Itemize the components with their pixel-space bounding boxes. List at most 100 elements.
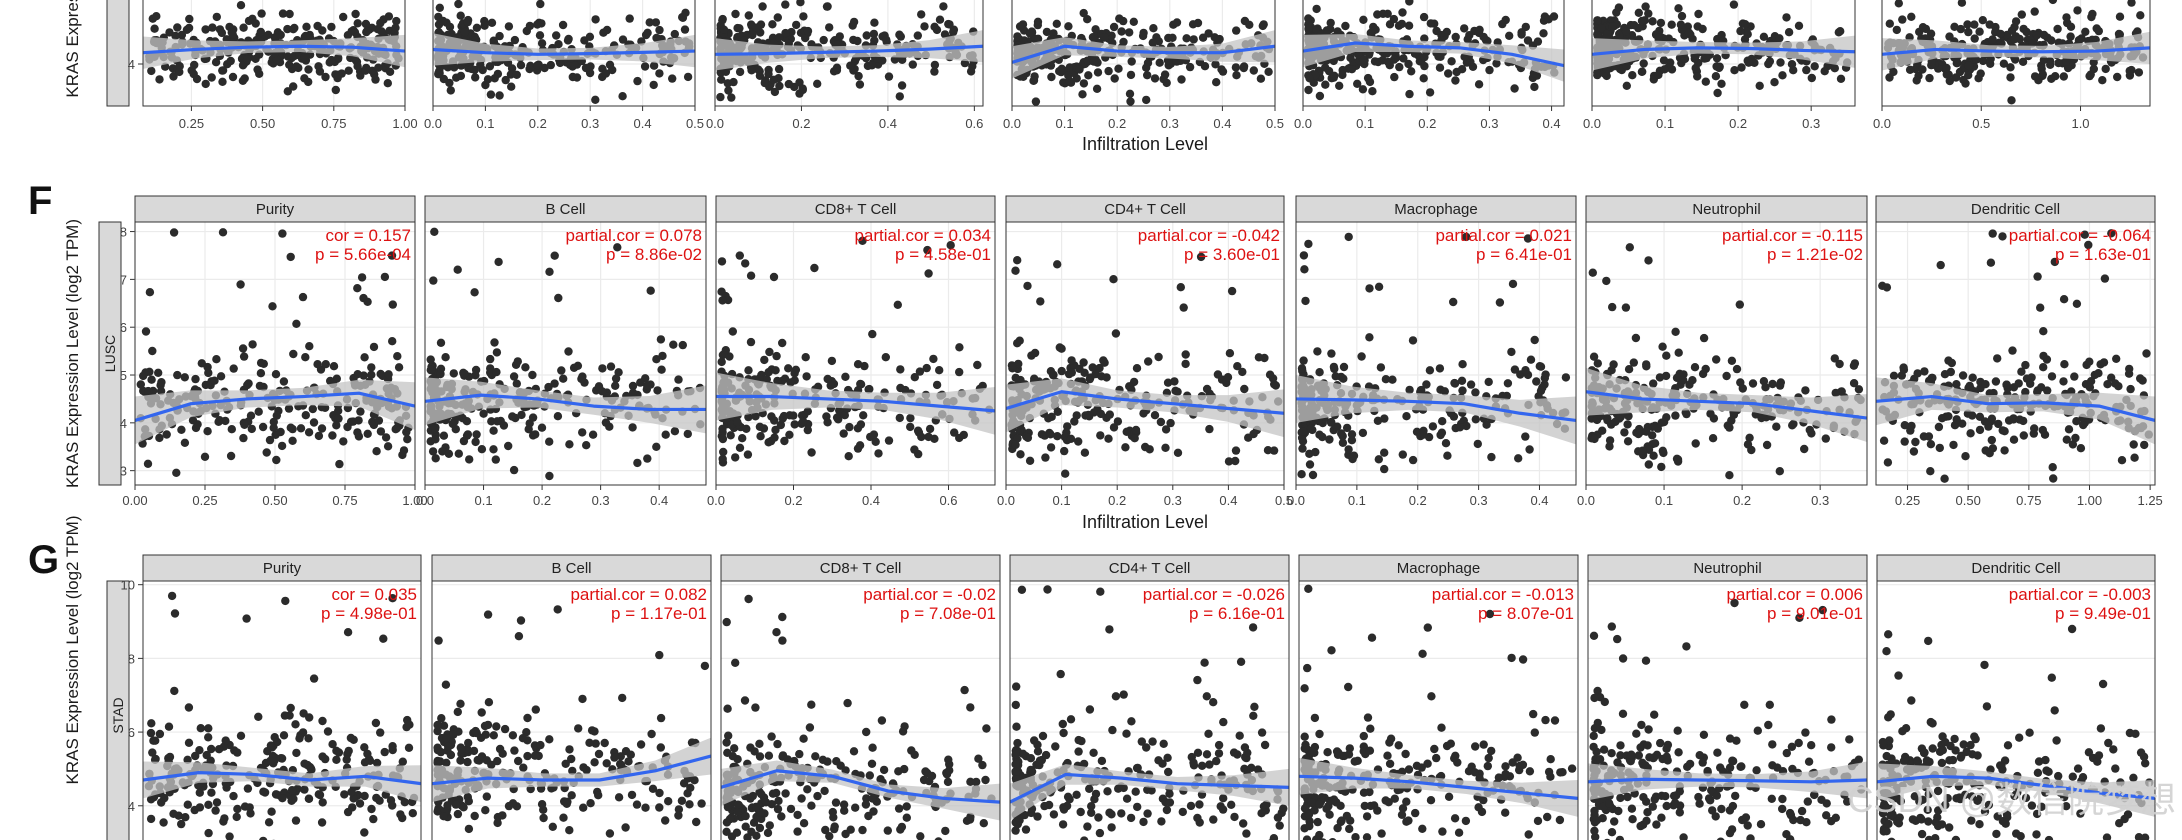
data-point <box>1420 52 1429 62</box>
data-point <box>195 788 204 797</box>
data-point <box>524 425 533 434</box>
data-point <box>917 432 926 442</box>
data-point <box>492 348 502 357</box>
data-point <box>1344 445 1353 454</box>
data-point <box>1676 20 1686 29</box>
facet-title: CD8+ T Cell <box>815 201 897 218</box>
data-point <box>925 424 935 434</box>
data-point <box>1637 16 1647 26</box>
data-point <box>367 363 376 372</box>
data-point <box>269 417 278 427</box>
data-point <box>2072 299 2082 308</box>
data-point <box>236 280 245 289</box>
correlation-label: partial.cor = -0.115 <box>1722 226 1863 245</box>
data-point <box>567 791 576 800</box>
y-tick-label: 4 <box>120 416 127 431</box>
data-point <box>221 736 230 745</box>
data-point <box>1561 373 1571 382</box>
data-point <box>1907 421 1916 431</box>
data-point <box>388 801 397 810</box>
data-point <box>180 373 189 382</box>
data-point <box>1961 452 1970 461</box>
data-point <box>935 366 944 375</box>
data-point <box>214 417 223 426</box>
data-point <box>1925 73 1934 83</box>
data-point <box>652 33 661 43</box>
x-tick-label: 0.3 <box>1161 116 1179 131</box>
data-point <box>1462 421 1471 431</box>
data-point <box>2033 272 2042 281</box>
data-point <box>1060 446 1069 456</box>
data-point <box>1702 53 1711 63</box>
facet-cd4-t-cell: 0.0 0.1 0.2 0.3 0.4 0.5 <box>1003 0 1284 131</box>
data-point <box>487 18 497 27</box>
data-point <box>683 72 693 82</box>
data-point <box>1111 329 1121 338</box>
data-point <box>1457 65 1467 74</box>
data-point <box>1075 364 1084 373</box>
data-point <box>348 417 358 426</box>
data-point <box>906 422 915 432</box>
data-point <box>1674 348 1683 357</box>
data-point <box>1405 89 1414 99</box>
data-point <box>564 347 573 356</box>
data-point <box>242 55 252 64</box>
data-point <box>741 259 750 268</box>
data-point <box>776 420 785 430</box>
data-point <box>1390 72 1399 82</box>
data-point <box>276 30 285 40</box>
x-tick-label: 0.0 <box>416 493 434 508</box>
data-point <box>973 360 982 370</box>
data-point <box>453 809 463 819</box>
data-point <box>2021 360 2030 370</box>
data-point <box>1789 66 1798 75</box>
data-point <box>1338 438 1348 447</box>
data-point <box>1142 95 1151 105</box>
data-point <box>323 727 333 736</box>
confidence-band <box>1586 367 1867 442</box>
data-point <box>1327 417 1336 427</box>
data-point <box>1182 34 1191 43</box>
data-point <box>1177 75 1186 84</box>
data-point <box>564 34 573 44</box>
data-point <box>207 744 216 754</box>
data-point <box>779 411 789 421</box>
data-point <box>614 793 624 802</box>
data-point <box>1313 347 1322 356</box>
data-point <box>442 734 451 743</box>
data-point <box>1440 387 1450 396</box>
data-point <box>170 686 179 696</box>
data-point <box>259 787 268 796</box>
data-point <box>286 252 295 262</box>
correlation-label: cor = 0.157 <box>325 226 411 245</box>
data-point <box>348 803 357 812</box>
data-point <box>1602 276 1611 286</box>
data-point <box>449 369 458 378</box>
data-point <box>1658 446 1668 455</box>
data-point <box>1297 433 1307 443</box>
x-tick-label: 0.1 <box>1656 116 1674 131</box>
confidence-band <box>143 34 405 69</box>
data-point <box>845 422 854 432</box>
data-point <box>169 72 178 81</box>
data-point <box>1067 356 1076 365</box>
data-point <box>821 825 830 835</box>
data-point <box>535 31 545 40</box>
data-point <box>834 415 843 424</box>
data-point <box>1144 357 1153 366</box>
data-point <box>1507 347 1516 357</box>
data-point <box>567 754 576 764</box>
data-point <box>1339 374 1348 383</box>
data-point <box>2051 72 2060 81</box>
data-point <box>1589 352 1599 361</box>
data-point <box>1258 21 1268 31</box>
data-point <box>1975 27 1984 36</box>
data-point <box>321 360 330 369</box>
data-point <box>697 799 706 808</box>
data-point <box>756 432 765 441</box>
x-tick-label: 0.2 <box>1729 116 1747 131</box>
data-point <box>459 803 468 812</box>
data-point <box>398 450 407 460</box>
data-point <box>718 454 727 464</box>
